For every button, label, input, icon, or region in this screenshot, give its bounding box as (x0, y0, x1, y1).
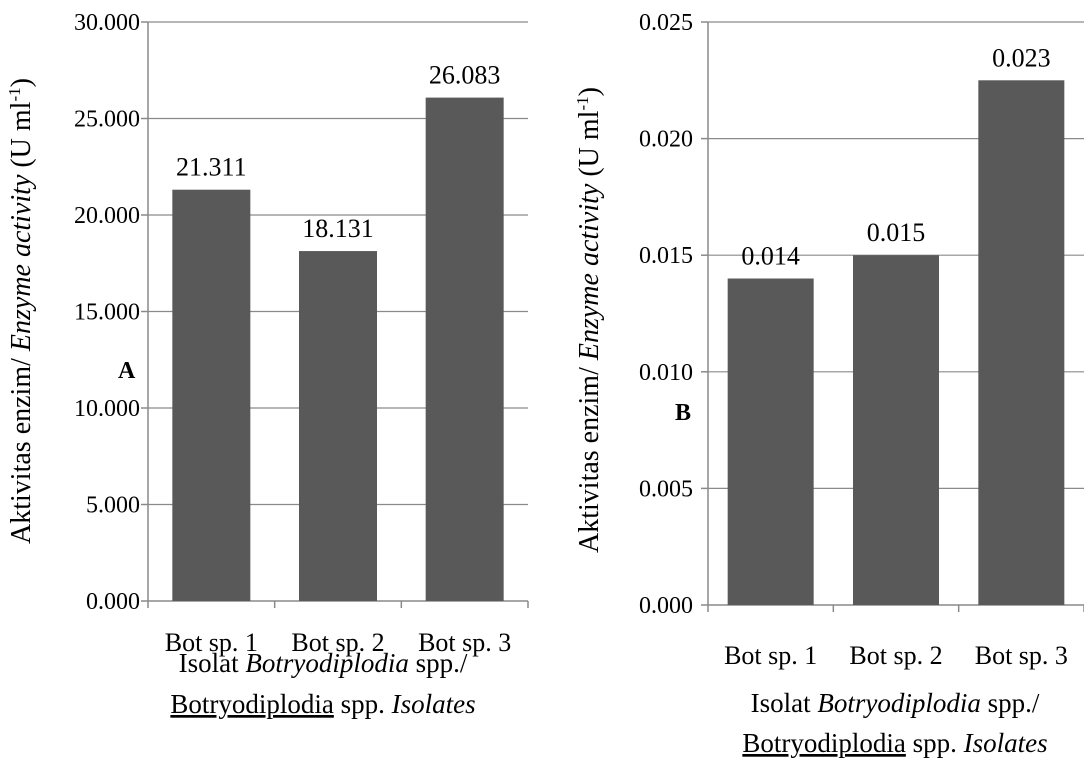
y-axis-title-part: Aktivitas enzim/ (6, 351, 37, 544)
y-tick-label: 0.000 (639, 593, 693, 619)
category-label-1: Bot sp. 1 (165, 628, 258, 657)
x-title-text: spp./ (409, 648, 468, 678)
category-label-3: Bot sp. 3 (418, 628, 511, 657)
x-title-italic: Botryodiplodia (817, 688, 981, 718)
y-tick-label: 0.000 (86, 589, 140, 615)
category-label-2: Bot sp. 2 (291, 628, 384, 657)
panel-label: B (675, 400, 691, 426)
category-label-1: Bot sp. 1 (724, 641, 817, 670)
bar-3 (978, 80, 1065, 606)
x-axis-title-line1: Isolat Botryodiplodia spp./ (179, 648, 468, 678)
x-title-underlined: Botryodiplodia (170, 689, 334, 719)
y-axis-title-sup: -1 (5, 87, 24, 101)
y-tick-label: 0.005 (639, 476, 693, 502)
bar-2 (299, 251, 377, 601)
y-tick-label: 20.000 (74, 203, 140, 229)
y-tick-label: 0.025 (639, 10, 693, 36)
y-axis-title: Aktivitas enzim/ Enzyme activity (U ml-1… (573, 87, 605, 553)
data-label-1: 0.014 (741, 242, 800, 271)
x-title-italic: Isolates (391, 689, 476, 719)
data-label-3: 26.083 (429, 61, 501, 90)
x-axis-title-line1: Isolat Botryodiplodia spp./ (751, 688, 1040, 718)
y-axis-title-part: Aktivitas enzim/ (574, 360, 605, 553)
y-tick-label: 0.010 (639, 360, 693, 386)
y-axis-title-close: ) (574, 87, 605, 96)
category-label-2: Bot sp. 2 (849, 641, 942, 670)
y-tick-label: 10.000 (74, 396, 140, 422)
data-label-2: 18.131 (302, 214, 374, 243)
x-title-text: Isolat (751, 688, 818, 718)
y-tick-label: 25.000 (74, 107, 140, 133)
y-axis-title-sup: -1 (573, 96, 592, 110)
y-axis-title-italic: Enzyme activity (6, 174, 37, 352)
x-title-text: Isolat (179, 648, 246, 678)
bar-3 (425, 97, 504, 602)
y-axis-title: Aktivitas enzim/ Enzyme activity (U ml-1… (5, 78, 37, 544)
y-tick-label: 30.000 (74, 10, 140, 36)
y-axis-title-unit: (U ml (6, 101, 37, 174)
y-axis-title-italic: Enzyme activity (574, 183, 605, 361)
y-axis-title-close: ) (6, 78, 37, 87)
y-tick-label: 15.000 (74, 300, 140, 326)
y-tick-label: 5.000 (86, 493, 140, 519)
panel-label: A (118, 358, 136, 384)
chart-panel-a: 0.000 5.000 10.000 15.000 20.000 25.000 30.000… (5, 10, 529, 719)
data-label-2: 0.015 (867, 218, 926, 247)
y-tick-label: 0.015 (639, 243, 693, 269)
chart-panel-b: 0.000 0.005 0.010 0.015 0.020 0.025 0.014 Bot s… (573, 10, 1084, 758)
x-title-text: spp./ (981, 688, 1040, 718)
x-axis-title-line2: Botryodiplodia spp. Isolates (170, 689, 475, 719)
category-label-3: Bot sp. 3 (975, 641, 1068, 670)
x-title-underlined: Botryodiplodia (742, 728, 906, 758)
data-label-1: 21.311 (176, 153, 247, 182)
y-tick-label: 0.020 (639, 127, 693, 153)
bar-1 (172, 189, 251, 601)
x-axis-title-line2: Botryodiplodia spp. Isolates (742, 728, 1047, 758)
bar-1 (727, 278, 814, 605)
y-axis-title-unit: (U ml (574, 110, 605, 183)
bar-2 (853, 255, 939, 605)
data-label-3: 0.023 (992, 43, 1051, 72)
x-title-italic: Botryodiplodia (245, 648, 409, 678)
x-title-text: spp. (334, 689, 392, 719)
x-title-text: spp. (906, 728, 964, 758)
x-title-italic: Isolates (963, 728, 1048, 758)
